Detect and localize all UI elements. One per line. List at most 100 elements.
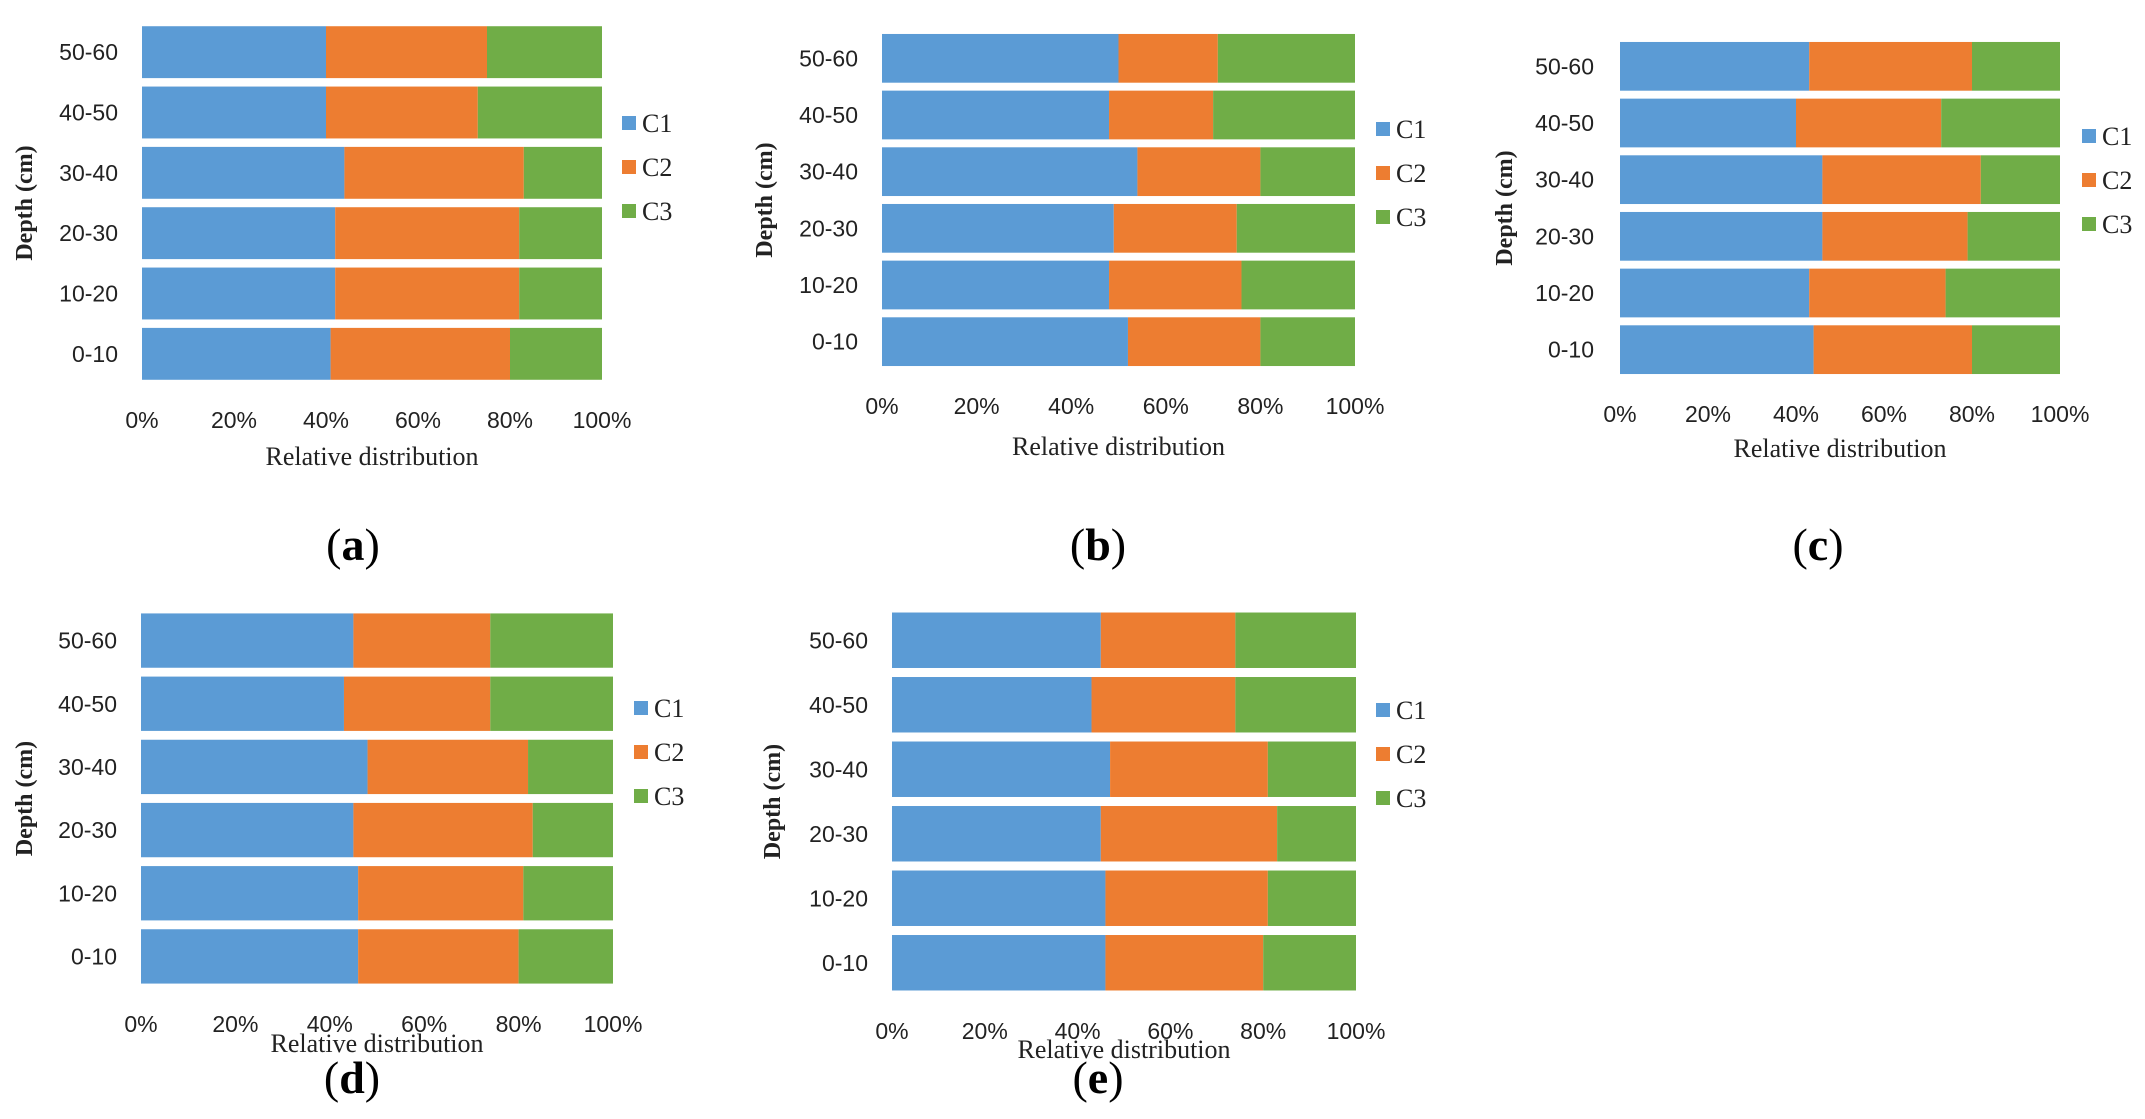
bar-c2-30-40 <box>1822 155 1981 205</box>
x-tick-label: 40% <box>303 407 349 433</box>
panel-label-a: (a) <box>326 519 380 570</box>
legend-label-c1: C1 <box>1396 115 1426 144</box>
x-tick-label: 80% <box>1949 401 1995 427</box>
bar-c3-40-50 <box>490 676 613 731</box>
legend-swatch-c1 <box>634 701 648 715</box>
chart-d: 0-10 10-20 20-30 30-40 40-50 50-60 0% 20% 40% 60%… <box>12 613 684 1058</box>
bar-c3-40-50 <box>1235 677 1356 733</box>
legend-swatch-c1 <box>1376 122 1390 136</box>
bar-c3-20-30 <box>532 802 613 858</box>
x-tick-label: 0% <box>875 1018 908 1044</box>
bar-c1-0-10 <box>142 327 331 380</box>
x-tick-label: 80% <box>1237 393 1283 419</box>
x-tick-label: 60% <box>1147 1018 1193 1044</box>
legend-swatch-c3 <box>634 789 648 803</box>
category-label: 40-50 <box>809 692 868 718</box>
bar-c3-10-20 <box>1945 268 2060 318</box>
category-label: 40-50 <box>799 102 858 128</box>
legend-swatch-c2 <box>2082 173 2096 187</box>
bar-c3-30-40 <box>1260 147 1355 197</box>
x-tick-label: 20% <box>1685 401 1731 427</box>
legend-swatch-c1 <box>1376 703 1390 717</box>
chart-c: 0-10 10-20 20-30 30-40 40-50 50-60 0% 20% 40% 60%… <box>1492 41 2132 463</box>
bar-c1-10-20 <box>142 267 336 320</box>
legend-swatch-c3 <box>622 204 636 218</box>
x-tick-label: 40% <box>1048 393 1094 419</box>
legend-swatch-c1 <box>2082 129 2096 143</box>
bar-c2-10-20 <box>1105 870 1268 926</box>
bar-c2-40-50 <box>1796 98 1942 148</box>
x-tick-label: 40% <box>1055 1018 1101 1044</box>
legend-swatch-c2 <box>1376 166 1390 180</box>
category-label: 20-30 <box>58 817 117 843</box>
bar-c3-0-10 <box>1972 325 2060 375</box>
legend-label-c1: C1 <box>654 694 684 723</box>
y-axis-title: Depth (cm) <box>760 744 786 859</box>
bar-c3-20-30 <box>1236 203 1355 253</box>
bar-c3-50-60 <box>490 613 613 668</box>
legend-swatch-c2 <box>634 745 648 759</box>
bar-c1-40-50 <box>882 90 1110 140</box>
bar-c1-0-10 <box>882 317 1128 367</box>
bar-c2-40-50 <box>1109 90 1214 140</box>
chart-a: 0-10 10-20 20-30 30-40 40-50 50-60 0% 20% 40% 60%… <box>12 26 672 471</box>
bar-c2-50-60 <box>1100 612 1236 668</box>
bar-c3-0-10 <box>510 327 602 380</box>
bar-c2-20-30 <box>353 802 533 858</box>
bar-c2-30-40 <box>1110 741 1268 797</box>
x-tick-label: 40% <box>307 1011 353 1037</box>
chart-b: 0-10 10-20 20-30 30-40 40-50 50-60 0% 20% 40% 60%… <box>752 33 1426 461</box>
x-tick-label: 0% <box>865 393 898 419</box>
x-tick-label: 20% <box>212 1011 258 1037</box>
category-label: 0-10 <box>1548 337 1594 363</box>
legend-label-c2: C2 <box>642 153 672 182</box>
x-tick-label: 20% <box>954 393 1000 419</box>
x-tick-label: 100% <box>2031 401 2090 427</box>
bar-c1-20-30 <box>1620 211 1823 261</box>
legend-swatch-c3 <box>1376 210 1390 224</box>
legend-label-c2: C2 <box>1396 159 1426 188</box>
bar-c2-0-10 <box>358 929 519 984</box>
category-label: 20-30 <box>1535 223 1594 249</box>
legend-label-c3: C3 <box>2102 210 2132 239</box>
x-tick-label: 0% <box>1603 401 1636 427</box>
legend-label-c1: C1 <box>642 109 672 138</box>
bar-c3-0-10 <box>1263 935 1356 991</box>
bar-c1-50-60 <box>882 33 1119 83</box>
legend-label-c1: C1 <box>2102 122 2132 151</box>
legend-label-c3: C3 <box>1396 784 1426 813</box>
bar-c3-50-60 <box>1217 33 1355 83</box>
bar-c2-40-50 <box>1091 677 1236 733</box>
bar-c2-50-60 <box>1118 33 1218 83</box>
chart-e: 0-10 10-20 20-30 30-40 40-50 50-60 0% 20% 40% 60%… <box>760 612 1426 1064</box>
bar-c1-30-40 <box>892 741 1111 797</box>
legend-label-c3: C3 <box>642 197 672 226</box>
x-axis-title: Relative distribution <box>1733 434 1946 463</box>
bar-c1-40-50 <box>892 677 1092 733</box>
panel-label-d: (d) <box>323 1052 381 1103</box>
bar-c2-0-10 <box>1105 935 1264 991</box>
bar-c2-40-50 <box>326 86 478 139</box>
bar-c3-30-40 <box>528 739 613 795</box>
x-axis-title: Relative distribution <box>1012 432 1225 461</box>
x-tick-label: 60% <box>401 1011 447 1037</box>
category-label: 30-40 <box>809 756 868 782</box>
category-label: 30-40 <box>59 160 118 186</box>
bar-c3-10-20 <box>1267 870 1356 926</box>
bar-c2-40-50 <box>343 676 491 731</box>
bar-c2-30-40 <box>367 739 529 795</box>
panel-label-b: (b) <box>1069 519 1127 570</box>
bar-c1-0-10 <box>892 935 1106 991</box>
category-label: 50-60 <box>799 45 858 71</box>
bar-c3-50-60 <box>487 26 602 79</box>
category-label: 10-20 <box>58 880 117 906</box>
x-tick-label: 60% <box>395 407 441 433</box>
bar-c2-30-40 <box>1137 147 1261 197</box>
bar-c3-30-40 <box>1980 155 2060 205</box>
legend-label-c2: C2 <box>1396 740 1426 769</box>
bar-c3-30-40 <box>1267 741 1356 797</box>
legend-swatch-c2 <box>1376 747 1390 761</box>
bar-c1-40-50 <box>141 676 344 731</box>
bar-c1-30-40 <box>1620 155 1823 205</box>
category-label: 10-20 <box>1535 280 1594 306</box>
